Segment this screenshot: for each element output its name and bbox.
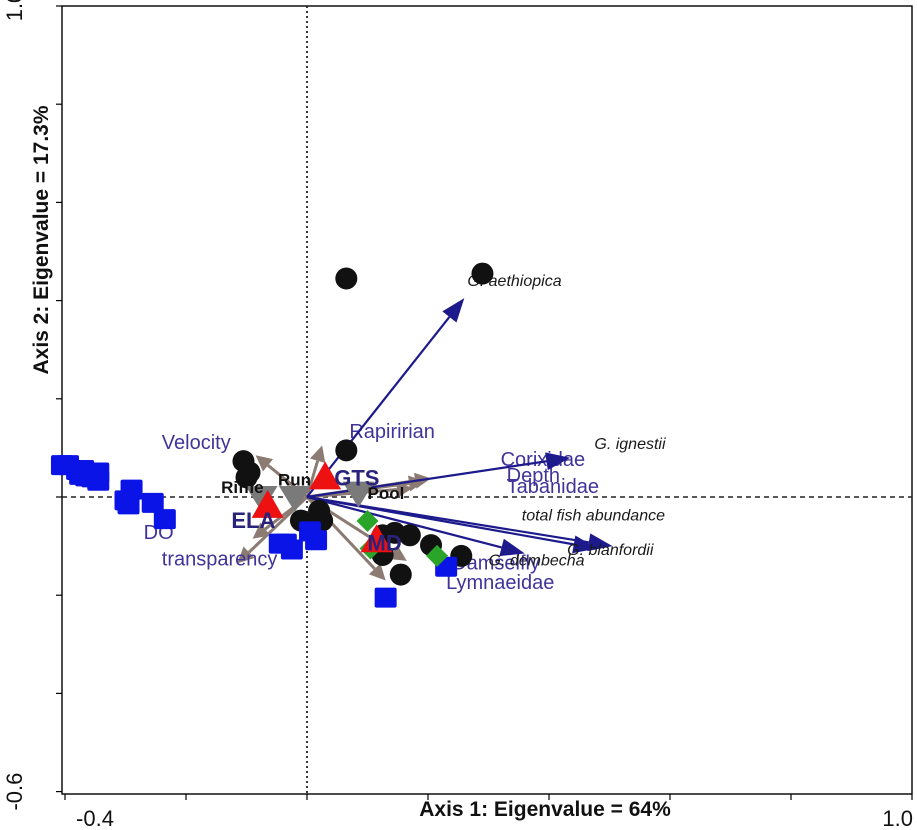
y-tick-label: -0.6: [2, 773, 27, 811]
circle-point: [335, 439, 358, 462]
env-arrow-rapiririan-shaft: [305, 460, 320, 498]
env-arrow-label-velocity: Velocity: [162, 432, 231, 454]
species-arrow-label-g-dembecha: G. dembecha: [489, 553, 585, 570]
env-arrow-velocity-head: [255, 455, 274, 472]
species-arrow-g-blanfordii-shaft: [306, 495, 574, 546]
site-label-gts: GTS: [334, 465, 379, 490]
species-arrow-g-blanfordii-head: [572, 535, 598, 554]
y-tick-label: 1.0: [2, 0, 27, 21]
env-arrow-depth-head: [408, 475, 425, 492]
square-point: [305, 530, 328, 551]
site-circle-points: [232, 262, 494, 586]
habitat-label-run: Run: [278, 471, 311, 490]
x-tick-label: -0.4: [76, 806, 114, 830]
species-arrow-g-dembecha: [306, 495, 525, 557]
env-arrow-damselfly-head: [389, 545, 407, 561]
square-point: [141, 492, 164, 513]
site-label-md: MD: [368, 531, 402, 556]
species-arrow-label-g-blanfordii: G. blanfordii: [567, 542, 654, 559]
species-arrow-g-dembecha-shaft: [306, 495, 502, 549]
square-point: [87, 470, 110, 491]
env-arrow-rapiririan: [305, 445, 326, 498]
blue-square-points: [50, 455, 458, 608]
species-arrow-g-blanfordii: [306, 495, 598, 554]
species-arrow-g-aethiopica-head: [442, 298, 465, 323]
site-marker-md: [360, 524, 393, 553]
plot-frame: [61, 5, 913, 795]
square-point: [117, 494, 140, 515]
habitat-markers: Riffle Run Pool: [221, 471, 404, 512]
site-marker-ela: [251, 489, 284, 518]
x-axis-label: Axis 1: Eigenvalue = 64%: [419, 798, 671, 821]
circle-point: [235, 466, 258, 489]
env-arrow-rapiririan-head: [309, 445, 326, 464]
env-arrow-label-depth: Depth: [507, 465, 560, 487]
habitat-label-pool: Pool: [368, 484, 405, 503]
species-arrow-g-ignestii-shaft: [306, 460, 547, 499]
circle-point: [471, 262, 494, 285]
circle-point: [335, 267, 358, 290]
square-point: [374, 587, 397, 608]
circle-point: [389, 563, 412, 586]
site-label-ela: ELA: [231, 508, 275, 533]
circle-point: [398, 524, 421, 547]
env-arrow-tabanidae-head: [396, 481, 413, 498]
env-arrow-label-tabanidae: Tabanidae: [507, 476, 599, 498]
habitat-marker-riffle: [245, 485, 278, 512]
species-arrow-g-aethiopica: [306, 298, 465, 498]
env-arrow-lymnaeidae-head: [368, 563, 386, 581]
y-axis-label: Axis 2: Eigenvalue = 17.3%: [30, 105, 53, 374]
species-arrow-g-ignestii: [306, 452, 571, 499]
habitat-marker-pool: [342, 481, 375, 508]
diamond-point: [356, 510, 379, 533]
site-markers: GTS ELA MD: [231, 461, 402, 556]
site-marker-gts: [309, 461, 342, 490]
species-arrow-label-total-fish-abundance: total fish abundance: [522, 508, 665, 525]
habitat-label-riffle: Riffle: [221, 478, 264, 497]
square-point: [153, 509, 176, 530]
species-arrow-g-aethiopica-shaft: [306, 316, 451, 498]
square-point: [280, 539, 303, 560]
diamond-point: [426, 544, 449, 567]
env-arrow-label-rapiririan: Rapiririan: [349, 421, 435, 443]
species-arrow-label-g-ignestii: G. ignestii: [594, 436, 666, 453]
env-arrow-label-damselfly: Damselfly: [452, 553, 540, 575]
env-arrow-transparency-head: [237, 546, 255, 564]
species-arrow-g-ignestii-head: [545, 452, 571, 471]
species-arrow-g-dembecha-head: [499, 538, 525, 557]
env-arrow-label-transparency: transparency: [162, 549, 278, 571]
env-arrow-label-lymnaeidae: Lymnaeidae: [446, 572, 554, 594]
x-tick-label: 1.0: [882, 806, 913, 830]
axis-ticks: [56, 5, 913, 800]
habitat-marker-run: [278, 485, 311, 512]
